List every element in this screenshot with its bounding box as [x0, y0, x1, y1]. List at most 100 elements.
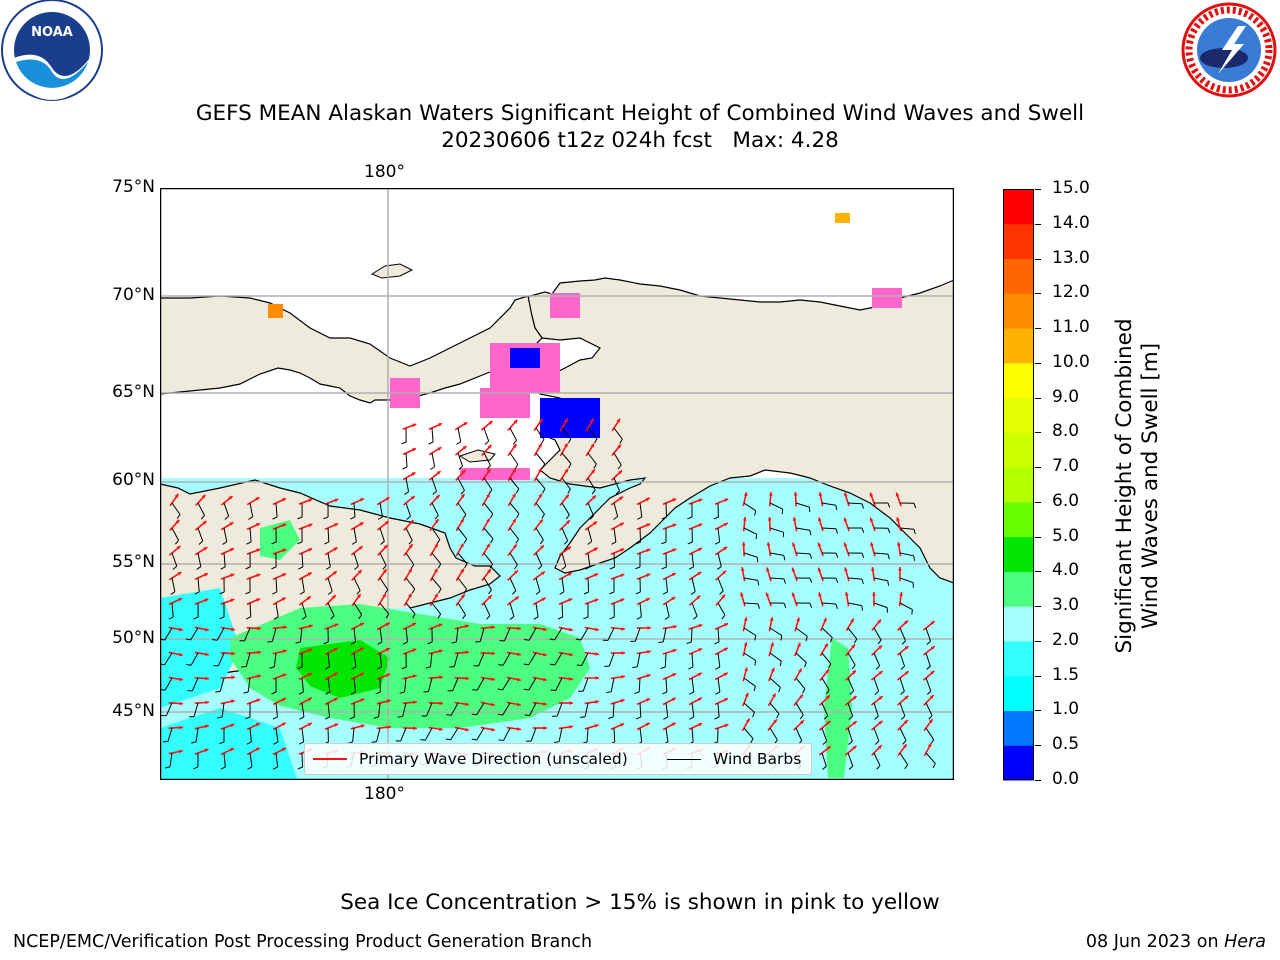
map-legend: Primary Wave Direction (unscaled) Wind B…	[304, 743, 812, 775]
wind-barb-feather	[661, 541, 667, 545]
wave-arrow-head	[617, 444, 621, 449]
wind-barb	[743, 627, 757, 636]
wave-arrow-head	[205, 700, 209, 705]
wave-arrow-head	[904, 646, 909, 650]
wave-arrow-head	[434, 568, 438, 573]
wave-arrow-head	[517, 727, 521, 731]
wind-barb	[301, 727, 305, 742]
wave-arrow-head	[697, 547, 702, 552]
wind-barb	[587, 502, 595, 517]
wind-barb-feather	[823, 715, 829, 720]
wave-arrow-head	[724, 623, 729, 627]
wind-barb	[769, 527, 784, 533]
wind-barb	[379, 527, 385, 542]
wave-arrow-head	[645, 598, 650, 602]
wind-barb-feather	[537, 565, 543, 570]
wave-arrow-head	[385, 647, 390, 652]
wind-barb	[558, 727, 563, 742]
wind-barb	[247, 677, 251, 692]
wind-barb-feather	[913, 503, 917, 509]
wind-barb-feather	[176, 514, 181, 519]
wave-arrow-head	[595, 651, 599, 656]
wind-barb	[665, 577, 668, 592]
wind-barb	[353, 677, 357, 692]
wave-arrow-head	[851, 644, 855, 649]
wind-barb	[587, 552, 591, 567]
wind-barb-feather	[511, 590, 517, 595]
wind-barb-feather	[913, 555, 916, 561]
wave-arrow-head	[766, 542, 771, 546]
wind-barb	[717, 527, 721, 542]
colorbar-tick-label: 8.0	[1052, 421, 1080, 442]
wind-barb-feather	[887, 528, 891, 534]
colorbar-tick	[1035, 780, 1041, 781]
wind-barb-feather	[900, 665, 905, 670]
legend-wind: Wind Barbs	[667, 750, 801, 768]
wind-barb	[691, 602, 698, 617]
wave-arrow-head	[619, 522, 624, 527]
wave-arrow-head	[357, 570, 362, 574]
wind-barb-feather	[460, 490, 465, 495]
wave-arrow-head	[356, 594, 361, 599]
wave-arrow-head	[436, 471, 441, 475]
wind-barb-feather	[619, 438, 623, 444]
wind-barb	[457, 502, 467, 515]
wind-barb-feather	[524, 714, 530, 716]
wind-barb-feather	[535, 591, 541, 595]
wind-barb	[639, 727, 643, 742]
wave-arrow-head	[772, 693, 776, 698]
colorbar-tick	[1035, 501, 1041, 503]
wind-barb-feather	[437, 613, 442, 619]
wave-arrow-head	[204, 724, 209, 729]
wind-barb-feather	[634, 691, 640, 695]
wave-arrow-head	[359, 672, 364, 677]
wind-barb	[379, 552, 387, 566]
wind-barb	[483, 527, 494, 540]
wind-barb	[899, 627, 907, 642]
wind-barb	[404, 677, 407, 692]
wind-barb	[795, 527, 810, 531]
wave-arrow-head	[542, 652, 547, 657]
wave-arrow-head	[592, 521, 597, 526]
wave-arrow-head	[569, 676, 573, 681]
wind-barb	[509, 602, 515, 617]
wind-barb-feather	[219, 616, 225, 620]
wave-arrow-head	[902, 744, 907, 749]
wind-barb	[197, 552, 202, 567]
wind-barb-feather	[686, 641, 692, 645]
wind-barb-feather	[412, 613, 416, 619]
wave-arrow-head	[568, 627, 573, 632]
wind-barb	[273, 652, 277, 667]
wave-arrow-head	[697, 672, 702, 677]
colorbar-tick	[1035, 606, 1041, 608]
wave-arrow-head	[645, 497, 650, 502]
lat-label-50: 50°N	[112, 628, 155, 648]
wind-barb-feather	[575, 638, 581, 641]
wave-arrow-head	[621, 626, 625, 631]
wind-barb	[873, 677, 880, 692]
wind-barb	[217, 652, 225, 667]
wave-arrow-head	[766, 567, 770, 572]
wind-barb-feather	[324, 716, 330, 720]
wave-arrow-head	[178, 627, 183, 632]
wave-arrow-head	[899, 592, 903, 596]
wind-barb	[301, 677, 304, 692]
colorbar-tick-label: 3.0	[1052, 595, 1080, 616]
wind-barb	[509, 427, 518, 441]
wind-barb	[847, 702, 854, 717]
wave-arrow-head	[383, 545, 388, 549]
colorbar-cell	[1003, 606, 1034, 642]
wind-barb-feather	[687, 516, 693, 520]
wave-arrow-head	[768, 492, 773, 496]
wave-arrow-head	[460, 543, 464, 548]
wave-arrow-head	[462, 446, 467, 450]
wind-barb-feather	[243, 691, 249, 694]
wind-barb	[164, 652, 173, 666]
wind-barb-feather	[432, 490, 437, 495]
wave-arrow-head	[179, 677, 183, 682]
wave-arrow-head	[256, 573, 261, 578]
wind-barb	[379, 602, 390, 615]
wave-arrow-head	[895, 492, 900, 497]
wind-barb-feather	[247, 766, 253, 770]
wind-barb-feather	[874, 740, 880, 745]
